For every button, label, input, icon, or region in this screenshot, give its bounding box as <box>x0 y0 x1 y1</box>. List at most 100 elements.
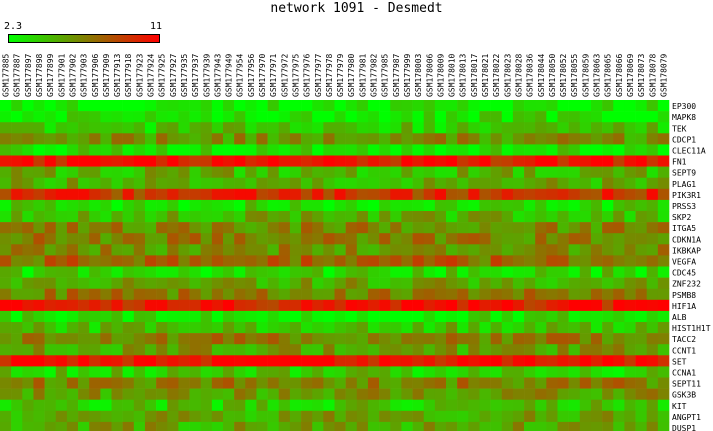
heatmap-cell <box>100 299 112 312</box>
heatmap-cell <box>122 266 135 278</box>
heatmap-cell <box>323 310 335 323</box>
heatmap-cell <box>479 388 491 400</box>
heatmap-cell <box>312 122 324 134</box>
heatmap-cell <box>312 333 324 345</box>
heatmap-cell <box>490 266 503 278</box>
heatmap-cell <box>156 366 168 378</box>
heatmap-cell <box>301 333 313 345</box>
heatmap-cell <box>334 199 346 212</box>
heatmap-cell <box>412 244 424 256</box>
heatmap-cell <box>234 399 246 412</box>
heatmap-cell <box>356 344 369 356</box>
column-label: GSM177979 <box>336 53 345 97</box>
heatmap-cell <box>423 344 436 356</box>
heatmap-cell <box>301 421 313 431</box>
heatmap-cell <box>44 177 57 190</box>
heatmap-cell <box>301 133 313 145</box>
heatmap-cell <box>390 100 402 112</box>
heatmap-cell <box>401 377 413 389</box>
heatmap-cell <box>234 255 246 267</box>
heatmap-cell <box>635 166 647 178</box>
heatmap-cell <box>613 111 625 123</box>
heatmap-cell <box>267 322 280 334</box>
heatmap-cell <box>55 388 68 400</box>
heatmap-cell <box>579 244 592 256</box>
heatmap-cell <box>89 377 101 389</box>
heatmap-cell <box>301 310 313 323</box>
heatmap-cell <box>568 310 581 323</box>
heatmap-cell <box>479 355 491 367</box>
heatmap-cell <box>401 100 413 112</box>
heatmap-cell <box>66 166 79 178</box>
heatmap-cell <box>356 277 369 289</box>
heatmap-cell <box>66 122 79 134</box>
heatmap-cell <box>468 166 480 178</box>
heatmap-cell <box>334 144 346 156</box>
heatmap-cell <box>412 366 424 378</box>
heatmap-cell <box>490 155 503 167</box>
heatmap-cell <box>189 333 201 345</box>
heatmap-cell <box>646 377 659 389</box>
heatmap-cell <box>312 111 324 123</box>
heatmap-cell <box>367 322 380 334</box>
heatmap-cell <box>200 122 213 134</box>
heatmap-cell <box>535 421 547 431</box>
heatmap-cell <box>345 166 358 178</box>
heatmap-cell <box>390 333 402 345</box>
heatmap-cell <box>412 133 424 145</box>
heatmap-cell <box>624 288 636 301</box>
heatmap-cell <box>323 177 335 190</box>
heatmap-cell <box>401 199 413 212</box>
heatmap-cell <box>0 188 12 201</box>
heatmap-cell <box>568 266 581 278</box>
heatmap-cell <box>22 310 34 323</box>
heatmap-cell <box>278 233 291 245</box>
heatmap-cell <box>245 177 257 190</box>
heatmap-cell <box>111 388 123 400</box>
heatmap-cell <box>557 277 569 289</box>
heatmap-cell <box>412 388 424 400</box>
heatmap-cell <box>446 211 458 223</box>
heatmap-cell <box>568 211 581 223</box>
heatmap-cell <box>379 277 391 289</box>
heatmap-cell <box>613 299 625 312</box>
heatmap-cell <box>345 421 358 431</box>
heatmap-cell <box>289 111 302 123</box>
heatmap-cell <box>390 388 402 400</box>
heatmap-cell <box>334 233 346 245</box>
heatmap-cell <box>390 322 402 334</box>
heatmap-cell <box>144 377 157 389</box>
heatmap-cell <box>646 122 659 134</box>
heatmap-cell <box>345 199 358 212</box>
heatmap-cell <box>501 244 514 256</box>
heatmap-cell <box>323 233 335 245</box>
heatmap-cell <box>167 344 179 356</box>
heatmap-cell <box>211 377 224 389</box>
heatmap-cell <box>613 310 625 323</box>
heatmap-cell <box>89 288 101 301</box>
column-label: GSM178028 <box>514 53 523 97</box>
column-label: GSM177939 <box>202 53 211 97</box>
heatmap-cell <box>546 421 558 431</box>
heatmap-cell <box>490 111 503 123</box>
heatmap-cell <box>189 188 201 201</box>
heatmap-cell <box>501 377 514 389</box>
heatmap-cell <box>356 188 369 201</box>
heatmap-cell <box>613 122 625 134</box>
heatmap-cell <box>100 222 112 234</box>
heatmap-cell <box>178 299 190 312</box>
heatmap-cell <box>78 144 90 156</box>
heatmap-cell <box>446 421 458 431</box>
heatmap-cell <box>557 188 569 201</box>
heatmap-cell <box>635 211 647 223</box>
heatmap-cell <box>11 344 23 356</box>
heatmap-cell <box>602 211 614 223</box>
heatmap-cell <box>423 166 436 178</box>
heatmap-cell <box>301 244 313 256</box>
heatmap-cell <box>512 377 525 389</box>
heatmap-cell <box>178 133 190 145</box>
heatmap-cell <box>390 222 402 234</box>
heatmap-cell <box>167 322 179 334</box>
heatmap-cell <box>211 344 224 356</box>
heatmap-cell <box>590 388 603 400</box>
